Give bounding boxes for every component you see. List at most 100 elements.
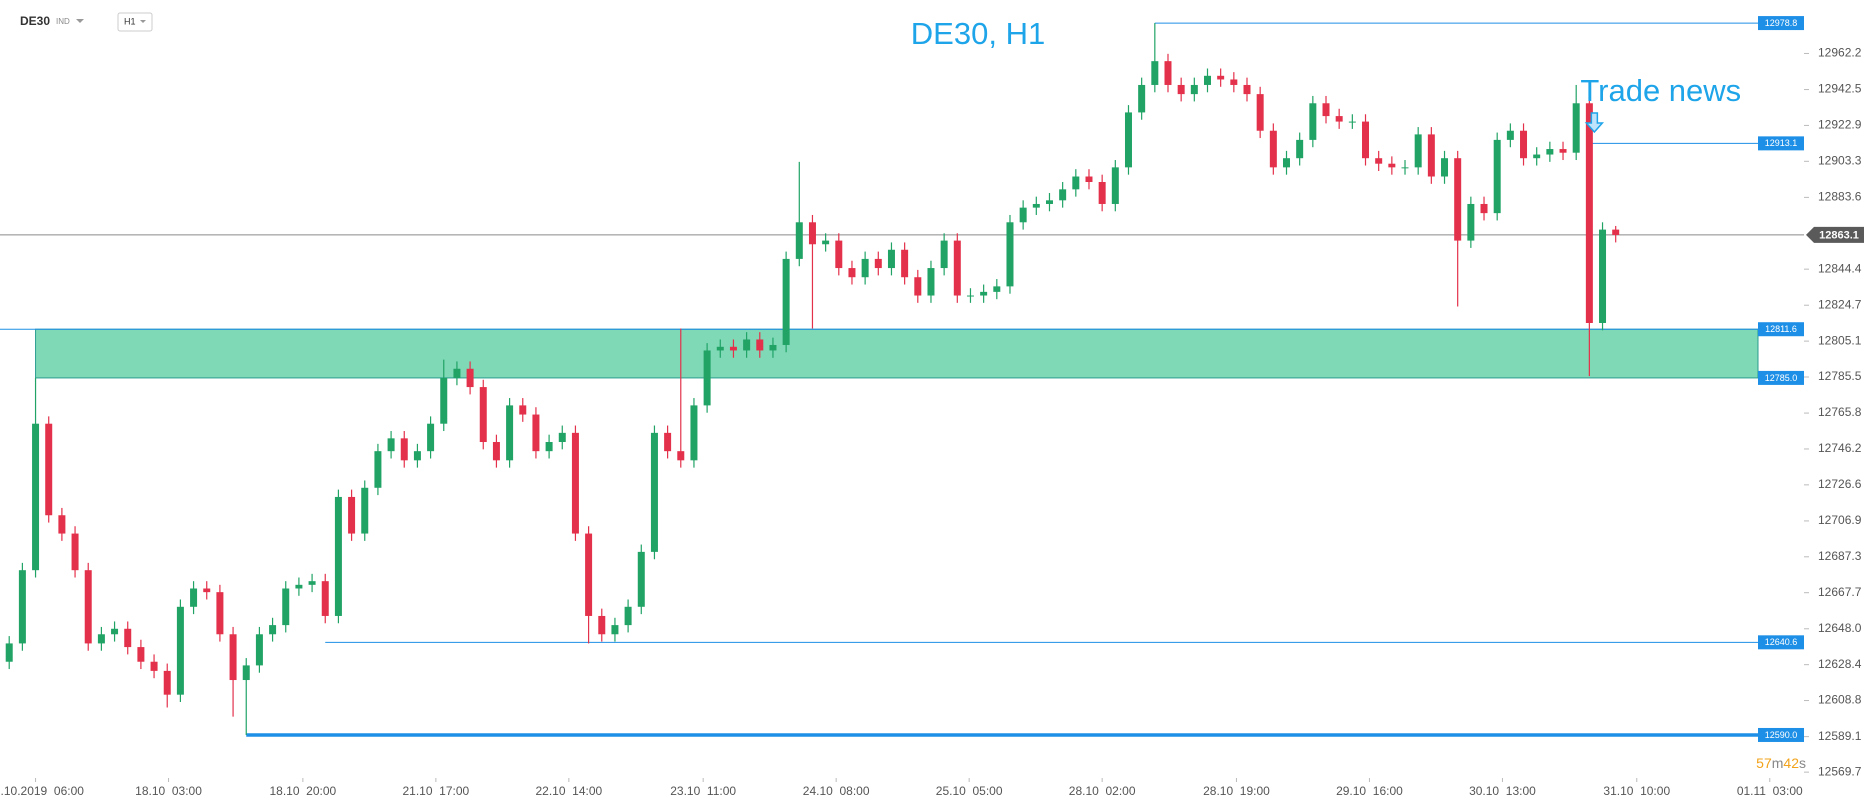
candle-body — [1348, 121, 1356, 123]
candle-body — [58, 515, 66, 534]
candle-body — [1559, 149, 1567, 153]
candle-body — [150, 661, 158, 671]
candle-body — [874, 258, 882, 269]
candle-body — [980, 291, 988, 296]
y-tick-label: 12765.8 — [1818, 405, 1862, 419]
candle-body — [1164, 61, 1172, 85]
market: IND — [56, 17, 70, 26]
candle-body — [269, 625, 277, 635]
candle-body — [927, 268, 935, 296]
candle-body — [334, 496, 342, 616]
y-tick-label: 12628.4 — [1818, 657, 1862, 671]
candle-body — [1585, 103, 1593, 323]
y-tick-label: 12805.1 — [1818, 333, 1862, 347]
candle-body — [1019, 207, 1027, 223]
level-label-box — [1758, 727, 1804, 742]
candle-body — [71, 533, 79, 571]
x-tick-label: 21.10 17:00 — [402, 784, 469, 798]
x-tick-label: 22.10 14:00 — [535, 784, 602, 798]
y-tick-label: 12922.9 — [1818, 118, 1862, 132]
candle-body — [835, 240, 843, 269]
candle-body — [1006, 222, 1014, 287]
y-tick-label: 12648.0 — [1818, 621, 1862, 635]
candle-body — [321, 581, 329, 616]
candle-body — [308, 581, 316, 585]
countdown-part: s — [1799, 755, 1806, 771]
x-tick-label: 01.11 03:00 — [1737, 784, 1803, 798]
candle-body — [1335, 116, 1343, 122]
candle-body — [282, 588, 290, 626]
symbol-dropdown[interactable] — [76, 19, 84, 23]
y-tick-label: 12726.6 — [1818, 477, 1862, 491]
candle-body — [1427, 134, 1435, 177]
x-tick-label: 17.10.2019 06:00 — [0, 784, 84, 798]
y-tick-label: 12844.4 — [1818, 261, 1862, 275]
candle-body — [413, 451, 421, 461]
candle-body — [84, 570, 92, 644]
chart-title: DE30, H1 — [911, 16, 1045, 51]
candle-body — [901, 249, 909, 278]
candle-body — [45, 423, 53, 516]
candle-body — [598, 615, 606, 635]
candle-body — [400, 438, 408, 461]
last-price-label: 12863.1 — [1819, 229, 1859, 241]
countdown-part: m — [1772, 755, 1784, 771]
candle-body — [1572, 103, 1580, 153]
level-label-box — [1758, 16, 1804, 31]
x-tick-label: 18.10 20:00 — [269, 784, 336, 798]
candle-body — [637, 551, 645, 607]
candle-body — [492, 442, 500, 461]
interval[interactable]: H1 — [124, 16, 136, 26]
candle-body — [97, 634, 105, 644]
level-label-box — [1758, 635, 1804, 650]
candle-body — [1612, 229, 1620, 235]
candle-body — [1441, 158, 1449, 177]
candle-body — [506, 405, 514, 461]
candle-body — [1217, 75, 1225, 80]
candle-body — [1480, 203, 1488, 214]
candle-body — [1269, 130, 1277, 168]
candle-body — [1467, 203, 1475, 241]
x-tick-label: 31.10 10:00 — [1603, 784, 1670, 798]
candle-body — [1072, 176, 1080, 190]
candle-body — [953, 240, 961, 296]
candle-body — [545, 442, 553, 452]
candle-body — [427, 423, 435, 452]
candle-body — [5, 643, 13, 662]
candle-body — [1059, 189, 1067, 201]
y-tick-label: 12824.7 — [1818, 297, 1862, 311]
candle-body — [782, 258, 790, 345]
candle-body — [966, 295, 974, 297]
candle-body — [1309, 103, 1317, 140]
candle-body — [111, 628, 119, 635]
candle-body — [743, 339, 751, 351]
candle-body — [1401, 167, 1409, 169]
candle-body — [124, 628, 132, 648]
candle-body — [1322, 103, 1330, 117]
candle-body — [1388, 163, 1396, 168]
candle-body — [387, 438, 395, 452]
candle-body — [677, 451, 685, 461]
x-tick-label: 23.10 11:00 — [670, 784, 736, 798]
last-price-box — [1806, 226, 1864, 243]
zone — [35, 328, 1759, 379]
y-tick-label: 12883.6 — [1818, 190, 1862, 204]
candle-body — [690, 405, 698, 461]
candle-body — [887, 249, 895, 269]
candle-body — [1138, 84, 1146, 113]
candle-body — [1045, 200, 1053, 204]
candle-body — [361, 487, 369, 534]
candle-body — [1256, 94, 1264, 131]
candle-body — [1414, 134, 1422, 168]
candle-body — [1506, 130, 1514, 140]
candle-body — [1599, 229, 1607, 323]
candle-body — [255, 634, 263, 666]
candle-body — [176, 606, 184, 695]
candle-body — [664, 432, 672, 452]
candle-body — [532, 414, 540, 452]
candle-body — [571, 432, 579, 534]
candle-body — [137, 647, 145, 662]
candle-body — [558, 432, 566, 443]
interval-select[interactable] — [117, 12, 153, 32]
candle-body — [1375, 158, 1383, 164]
